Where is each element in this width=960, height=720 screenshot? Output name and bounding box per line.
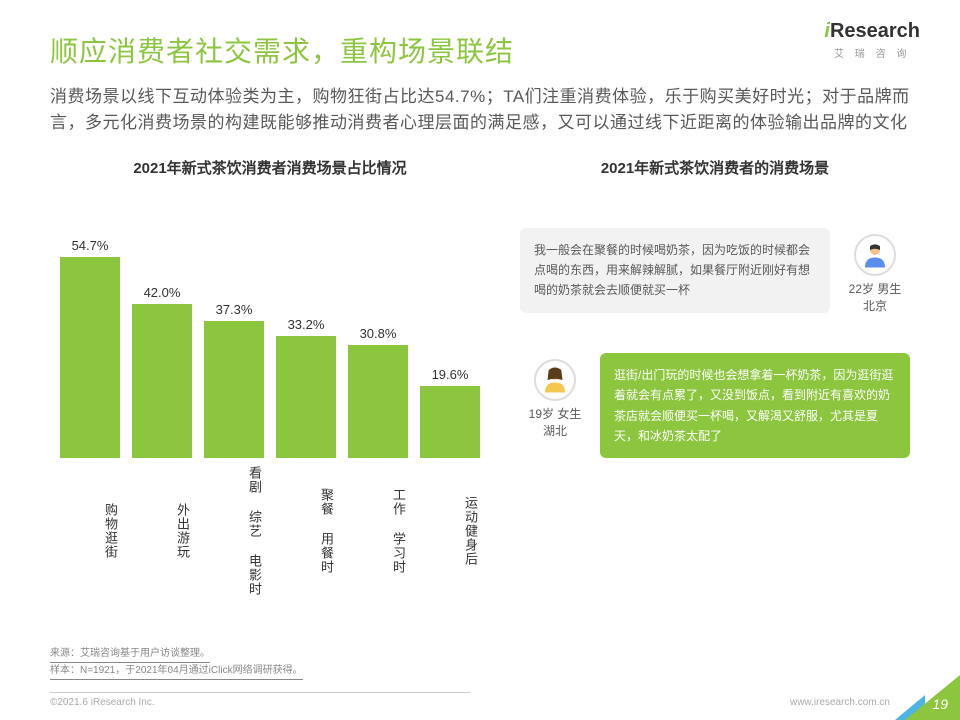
- bar-col: 54.7%: [60, 238, 120, 458]
- footer-copyright: ©2021.6 iResearch Inc.: [50, 697, 155, 708]
- content-row: 2021年新式茶饮消费者消费场景占比情况 54.7% 42.0% 37.3% 33.2…: [50, 157, 910, 596]
- bar-value-label: 54.7%: [72, 238, 109, 253]
- bar-category-label: 外出游玩: [132, 466, 192, 596]
- logo: iResearch 艾 瑞 咨 询: [824, 20, 920, 60]
- persona-location: 湖北: [520, 422, 590, 439]
- bar-col: 19.6%: [420, 367, 480, 458]
- logo-sub: 艾 瑞 咨 询: [824, 45, 920, 60]
- bar-category-label: 工作 学习时: [348, 466, 408, 596]
- bar-chart: 54.7% 42.0% 37.3% 33.2% 30.8% 19.6%: [50, 208, 490, 458]
- bar-value-label: 42.0%: [144, 285, 181, 300]
- persona-location: 北京: [840, 297, 910, 314]
- right-title: 2021年新式茶饮消费者的消费场景: [520, 157, 910, 178]
- bar: [132, 304, 192, 458]
- footnote-1: 来源：艾瑞咨询基于用户访谈整理。: [50, 646, 210, 663]
- footnote-2: 样本：N=1921，于2021年04月通过iClick网络调研获得。: [50, 663, 303, 680]
- bar-col: 33.2%: [276, 317, 336, 458]
- bar-col: 37.3%: [204, 302, 264, 458]
- footer-url: www.iresearch.com.cn: [790, 697, 890, 708]
- personas: 我一般会在聚餐的时候喝奶茶，因为吃饭的时候都会点喝的东西，用来解辣解腻，如果餐厅…: [520, 228, 910, 459]
- bar-value-label: 33.2%: [288, 317, 325, 332]
- persona-meta: 19岁 女生湖北: [520, 359, 590, 439]
- right-panel: 2021年新式茶饮消费者的消费场景 我一般会在聚餐的时候喝奶茶，因为吃饭的时候都…: [520, 157, 910, 596]
- footer: ©2021.6 iResearch Inc. www.iresearch.com…: [50, 692, 960, 708]
- left-chart-title: 2021年新式茶饮消费者消费场景占比情况: [50, 157, 490, 178]
- page-title: 顺应消费者社交需求，重构场景联结: [50, 30, 910, 70]
- bar-category-label: 看剧 综艺 电影时: [204, 466, 264, 596]
- logo-main: iResearch: [824, 20, 920, 43]
- persona: 逛街/出门玩的时候也会想拿着一杯奶茶，因为逛街逛着就会有点累了，又没到饭点，看到…: [520, 353, 910, 459]
- logo-text: Research: [830, 20, 920, 42]
- bar: [276, 336, 336, 458]
- avatar-male-icon: [854, 234, 896, 276]
- bar-chart-xlabels: 购物逛街外出游玩看剧 综艺 电影时聚餐 用餐时工作 学习时运动健身后: [50, 466, 490, 596]
- bar-category-label: 购物逛街: [60, 466, 120, 596]
- bar: [348, 345, 408, 458]
- bar: [204, 321, 264, 458]
- bar: [420, 386, 480, 458]
- left-panel: 2021年新式茶饮消费者消费场景占比情况 54.7% 42.0% 37.3% 33.2…: [50, 157, 490, 596]
- persona-age-gender: 19岁 女生: [520, 405, 590, 422]
- persona: 我一般会在聚餐的时候喝奶茶，因为吃饭的时候都会点喝的东西，用来解辣解腻，如果餐厅…: [520, 228, 910, 313]
- bar-value-label: 37.3%: [216, 302, 253, 317]
- avatar-female-icon: [534, 359, 576, 401]
- bar-col: 42.0%: [132, 285, 192, 458]
- bar-value-label: 30.8%: [360, 326, 397, 341]
- bar-value-label: 19.6%: [432, 367, 469, 382]
- bar-col: 30.8%: [348, 326, 408, 458]
- page-number: 19: [932, 696, 948, 712]
- persona-bubble: 我一般会在聚餐的时候喝奶茶，因为吃饭的时候都会点喝的东西，用来解辣解腻，如果餐厅…: [520, 228, 830, 313]
- footnotes: 来源：艾瑞咨询基于用户访谈整理。 样本：N=1921，于2021年04月通过iC…: [50, 646, 303, 680]
- persona-meta: 22岁 男生北京: [840, 234, 910, 314]
- bar-category-label: 聚餐 用餐时: [276, 466, 336, 596]
- persona-age-gender: 22岁 男生: [840, 280, 910, 297]
- bar: [60, 257, 120, 458]
- persona-bubble: 逛街/出门玩的时候也会想拿着一杯奶茶，因为逛街逛着就会有点累了，又没到饭点，看到…: [600, 353, 910, 459]
- page-subtitle: 消费场景以线下互动体验类为主，购物狂街占比达54.7%；TA们注重消费体验，乐于…: [50, 84, 910, 137]
- slide: iResearch 艾 瑞 咨 询 顺应消费者社交需求，重构场景联结 消费场景以…: [0, 0, 960, 720]
- bar-category-label: 运动健身后: [420, 466, 480, 596]
